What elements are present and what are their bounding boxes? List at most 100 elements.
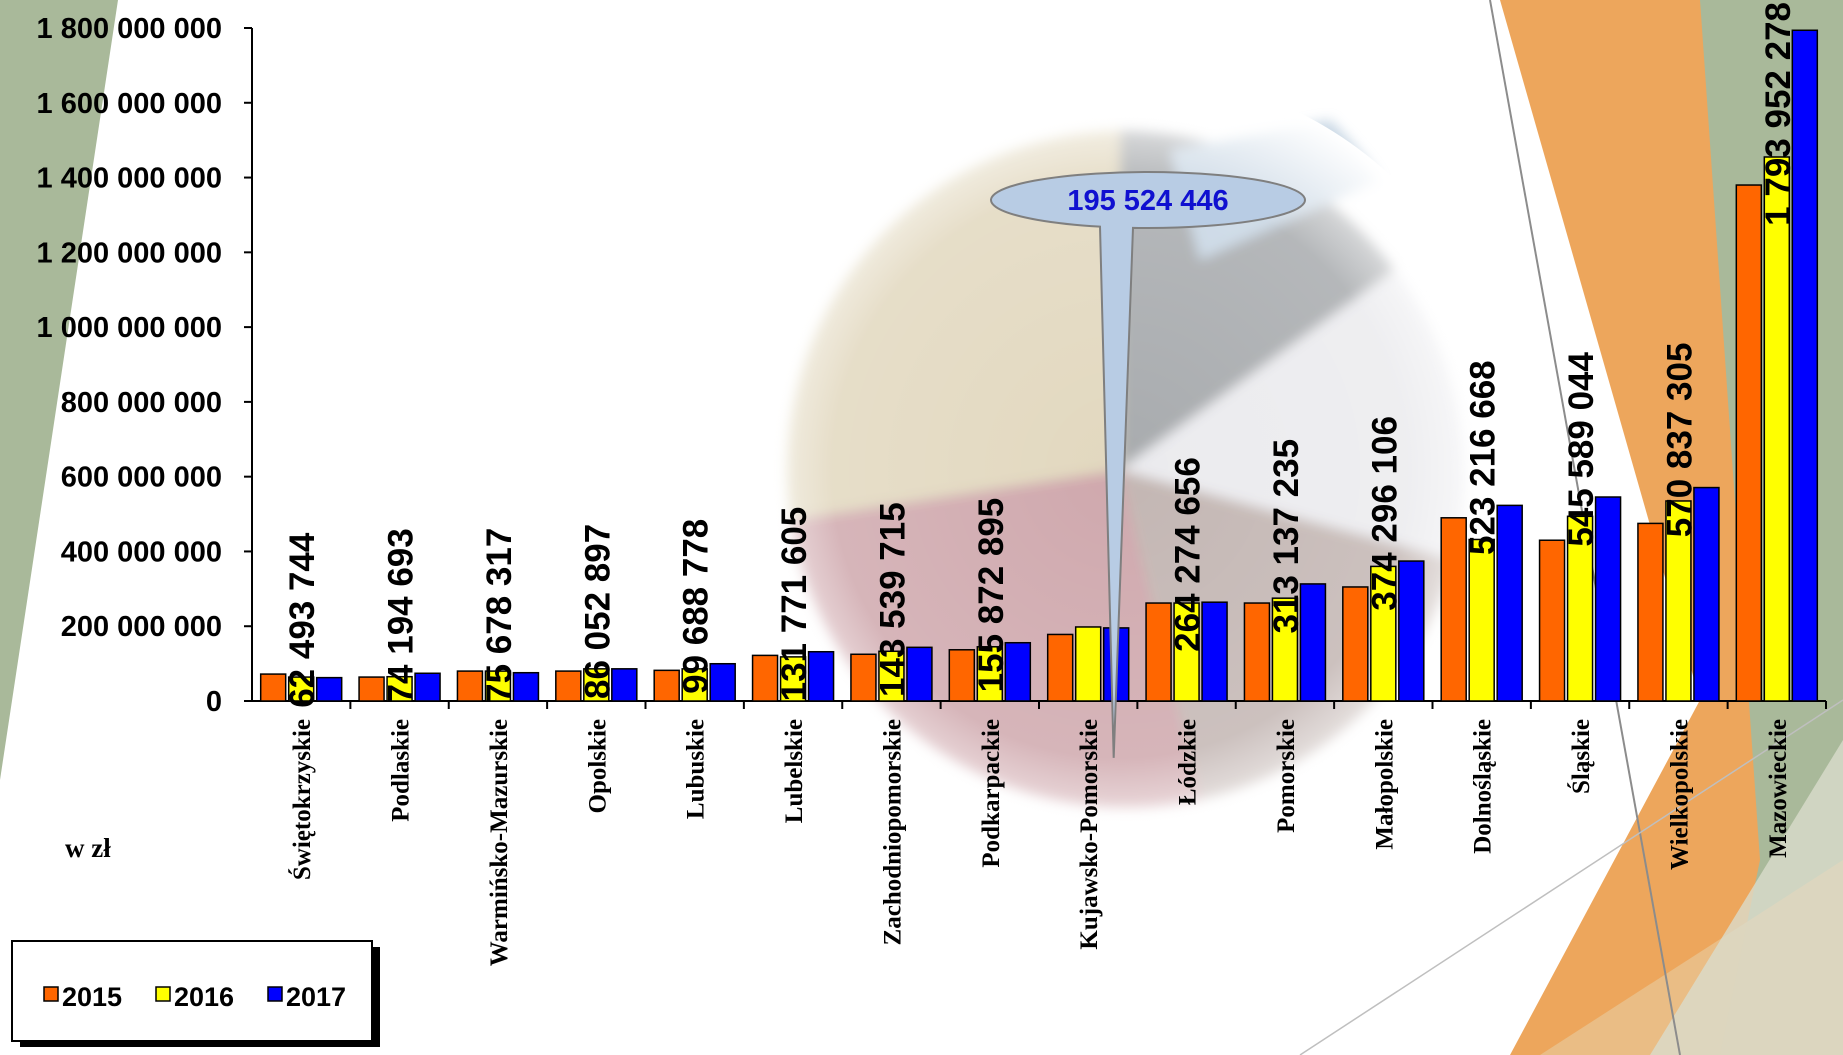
bar-2017 [807,650,835,702]
bar-2017 [512,671,540,702]
bar-2015 [555,670,582,702]
bar-2017 [1398,560,1425,702]
bar-2015 [1046,633,1074,702]
bar-2015 [1538,539,1566,702]
y-axis-ticks: 0 200 000 000 400 000 000 600 000 000 800 00… [37,13,252,718]
data-label: 374 296 106 [1365,416,1404,611]
bar-2015 [1735,184,1763,702]
callout-value: 195 524 446 [1067,185,1228,217]
y-tick-label: 200 000 000 [61,611,222,643]
bar-2015 [1440,517,1467,702]
bar-2017 [1299,583,1327,702]
data-label: 155 872 895 [972,498,1011,693]
bar-2017 [315,676,343,702]
bar-2016 [1566,515,1594,702]
y-tick-label: 1 800 000 000 [37,13,222,45]
bar-2015 [653,669,680,702]
legend-label-2015: 2015 [62,982,122,1012]
legend-label-2017: 2017 [286,982,346,1012]
data-label: 523 216 668 [1464,360,1503,555]
legend-swatch-2016 [155,986,171,1002]
data-label: 86 052 897 [578,524,617,699]
y-tick-label: 1 600 000 000 [37,88,222,120]
y-tick-label: 1 000 000 000 [37,312,222,344]
legend: 2015 2016 2017 [11,940,380,1047]
y-tick-label: 1 200 000 000 [37,237,222,269]
callout-balloon [990,171,1306,758]
bar-2016 [1370,565,1397,702]
data-label: 143 539 715 [873,502,912,697]
bar-2016 [779,656,807,702]
y-tick-label: 600 000 000 [61,462,222,494]
category-label: Śląskie [1567,719,1595,794]
category-label: Lubuskie [683,719,710,819]
unit-label: w zł [65,833,111,863]
y-tick-label: 1 400 000 000 [37,163,222,195]
bar-2017 [1791,29,1819,702]
bar-2016 [287,676,315,702]
category-label: Lubelskie [781,719,808,823]
bar-2015 [1243,602,1271,702]
bar-2016 [583,668,610,702]
bar-2015 [850,653,877,702]
data-label: 545 589 044 [1562,351,1601,546]
bar-2017 [1693,486,1720,702]
bar-2017 [611,668,638,702]
legend-swatch-2017 [267,986,283,1002]
bar-2015 [456,670,484,702]
bar-2016 [1665,500,1692,702]
data-label: 1 793 952 278 [1759,2,1798,226]
bar-2017 [1201,601,1228,702]
bar-2015 [1637,522,1664,702]
bar-2016 [681,668,708,702]
data-label: 264 274 656 [1169,457,1208,652]
bar-2016 [1173,602,1200,702]
category-labels: Świętokrzyskie Podlaskie Warmińsko-Mazursk… [288,701,1827,966]
category-label: Łódzkie [1175,719,1202,805]
bar-2017 [1594,496,1622,702]
category-label: Wielkopolskie [1666,719,1693,870]
data-label: 62 493 744 [283,532,322,708]
bar-2017 [414,672,441,702]
legend-box [11,940,373,1042]
data-label: 75 678 317 [480,528,519,703]
y-tick-label: 800 000 000 [61,387,222,419]
y-tick-label: 0 [206,686,222,718]
bar-2017 [1496,504,1523,702]
data-label: 74 194 693 [382,528,421,703]
category-label: Dolnośląskie [1470,719,1497,854]
bar-2017 [709,662,736,702]
data-label: 99 688 778 [677,519,716,694]
bar-2016 [1074,626,1102,702]
legend-swatch-2015 [43,986,59,1002]
data-label: 570 837 305 [1660,343,1699,538]
bar-2016 [1271,597,1299,702]
callout: 195 524 446 [990,171,1306,758]
category-label: Pomorskie [1273,719,1300,833]
category-label: Opolskie [584,719,611,813]
bar-2016 [484,670,512,702]
data-label: 131 771 605 [775,507,814,702]
bar-2016 [976,646,1004,702]
data-labels: 62 493 744 74 194 693 75 678 317 86 052 897… [283,2,1798,708]
bar-2015 [259,673,287,702]
right-pale-triangle [1650,740,1843,1055]
data-label: 313 137 235 [1267,439,1306,634]
bar-2016 [1468,538,1495,702]
category-label: Mazowieckie [1765,719,1792,858]
bar-2017 [906,646,933,702]
bar-2017 [1004,641,1032,702]
y-tick-label: 400 000 000 [61,536,222,568]
category-label: Świętokrzyskie [288,719,316,880]
bar-2016 [878,650,905,702]
category-label: Warmińsko-Mazurskie [486,719,513,966]
bar-2015 [1145,602,1172,702]
category-label: Małopolskie [1371,719,1398,850]
category-label: Kujawsko-Pomorskie [1076,719,1103,950]
bars [259,29,1819,702]
category-label: Podlaskie [388,719,415,822]
bar-2015 [358,676,385,702]
left-green-wedge [0,0,118,780]
legend-label-2016: 2016 [174,982,234,1012]
category-label: Podkarpackie [978,719,1005,868]
